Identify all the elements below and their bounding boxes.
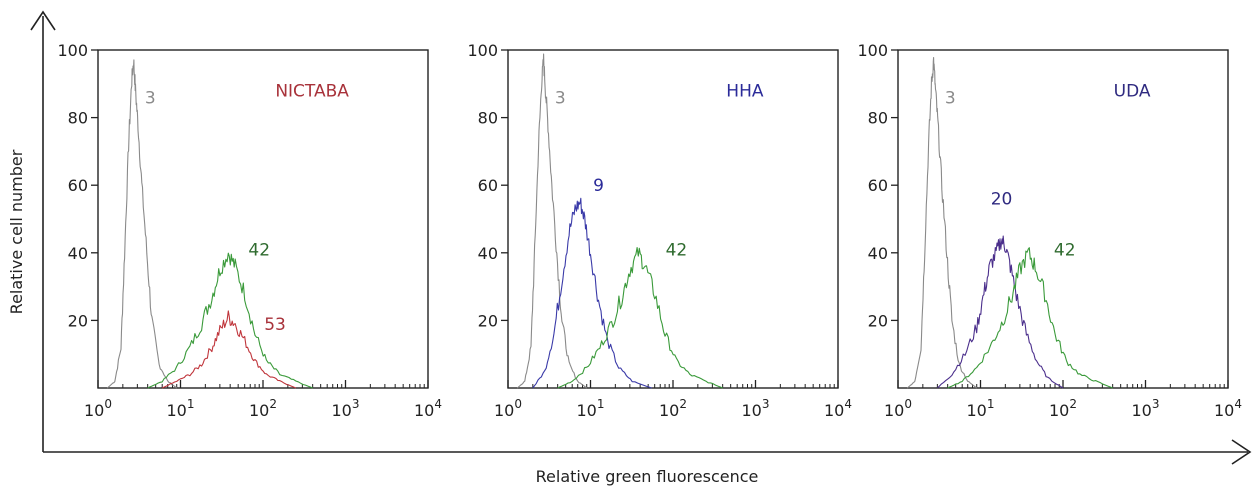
series-label: 20 xyxy=(991,190,1013,210)
series-label: 42 xyxy=(666,240,688,260)
x-tick-label: 104 xyxy=(1214,397,1242,420)
y-tick-label: 100 xyxy=(57,41,88,60)
y-tick-label: 80 xyxy=(478,109,498,128)
x-tick-label: 101 xyxy=(577,397,605,420)
panel-2: 100 80 60 40 20 100 101 102 103 104 3 9 42 HHA xyxy=(467,41,852,420)
histogram-series-3 xyxy=(517,53,588,389)
outer-y-arrowhead xyxy=(30,10,56,31)
x-axis-label: Relative green fluorescence xyxy=(536,467,759,486)
y-tick-label: 20 xyxy=(868,311,888,330)
outer-x-arrowhead xyxy=(1231,439,1252,465)
series-label: 42 xyxy=(1054,240,1076,260)
x-tick-label: 104 xyxy=(414,397,442,420)
x-tick-label: 100 xyxy=(494,397,522,420)
x-tick-label: 103 xyxy=(1132,397,1160,420)
histogram-series-53 xyxy=(161,310,297,389)
y-tick-label: 60 xyxy=(478,176,498,195)
histogram-series-3 xyxy=(907,56,978,389)
panel-title: NICTABA xyxy=(275,82,349,102)
y-tick-label: 20 xyxy=(478,311,498,330)
histogram-series-20 xyxy=(937,235,1064,389)
y-tick-label: 40 xyxy=(868,244,888,263)
y-tick-label: 60 xyxy=(868,176,888,195)
series-label: 3 xyxy=(555,88,566,108)
panel-1: 100 80 60 40 20 100 101 102 103 104 3 42 53 NICTABA xyxy=(57,41,442,420)
x-tick-label: 101 xyxy=(167,397,195,420)
series-label: 3 xyxy=(145,88,156,108)
x-tick-label: 102 xyxy=(1049,397,1077,420)
histogram-series-42 xyxy=(147,252,313,389)
y-tick-label: 40 xyxy=(478,244,498,263)
panel-title: UDA xyxy=(1114,82,1151,102)
histogram-series-9 xyxy=(532,197,652,389)
y-tick-label: 40 xyxy=(68,244,88,263)
x-tick-label: 102 xyxy=(659,397,687,420)
x-tick-label: 100 xyxy=(884,397,912,420)
y-tick-label: 100 xyxy=(467,41,498,60)
x-tick-label: 100 xyxy=(84,397,112,420)
outer-axes xyxy=(30,10,1252,465)
x-tick-label: 104 xyxy=(824,397,852,420)
y-tick-label: 100 xyxy=(857,41,888,60)
histogram-series-3 xyxy=(107,59,178,389)
x-tick-label: 102 xyxy=(249,397,277,420)
series-label: 3 xyxy=(945,88,956,108)
x-tick-label: 103 xyxy=(742,397,770,420)
y-tick-label: 80 xyxy=(68,109,88,128)
x-tick-label: 101 xyxy=(967,397,995,420)
histogram-series-42 xyxy=(947,247,1113,389)
panel-3: 100 80 60 40 20 100 101 102 103 104 3 20 42 UDA xyxy=(857,41,1242,420)
series-label: 42 xyxy=(248,240,270,260)
panel-title: HHA xyxy=(726,82,764,102)
series-label: 9 xyxy=(593,176,604,196)
x-tick-label: 103 xyxy=(332,397,360,420)
histogram-series-42 xyxy=(557,247,723,389)
y-tick-label: 60 xyxy=(68,176,88,195)
series-label: 53 xyxy=(264,315,286,335)
y-tick-label: 20 xyxy=(68,311,88,330)
y-axis-label: Relative cell number xyxy=(7,149,26,314)
y-tick-label: 80 xyxy=(868,109,888,128)
